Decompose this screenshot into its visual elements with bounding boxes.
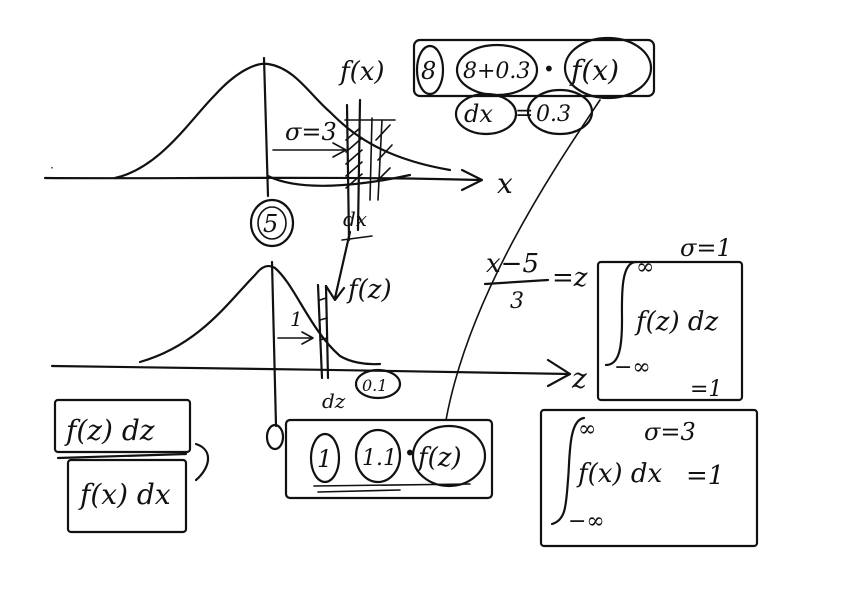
dx-strip bbox=[341, 98, 396, 242]
x-integral-lower: −∞ bbox=[568, 509, 605, 534]
top-to-bottom-connector bbox=[445, 99, 601, 421]
top-calc-dxval: 0.3 bbox=[536, 102, 571, 127]
conv-num: x−5 bbox=[486, 249, 539, 279]
bottom-calc-b: 1.1 bbox=[362, 446, 397, 471]
z-integral-upper: ∞ bbox=[636, 255, 654, 280]
z-sigma: σ=1 bbox=[680, 234, 732, 262]
dx-to-dz-arrow bbox=[324, 230, 352, 302]
bottom-calc-dot: • bbox=[404, 441, 416, 465]
zero-marker bbox=[265, 423, 285, 451]
stray-dot: · bbox=[50, 161, 54, 175]
x-integral-box: ∞ −∞ σ=3 f(x) dx =1 bbox=[539, 408, 759, 548]
fx-top-label: f(x) bbox=[338, 57, 385, 87]
bottom-calc-underline bbox=[313, 483, 471, 493]
dz-value-label: 0.1 bbox=[362, 376, 387, 395]
sigma1-arrow bbox=[277, 331, 314, 345]
mean-5-label: 5 bbox=[263, 210, 278, 238]
x-integrand: f(x) dx bbox=[576, 459, 662, 489]
z-result: =1 bbox=[690, 377, 722, 402]
conversion-formula: x−5 3 =z bbox=[483, 249, 588, 314]
bottom-bell-curve bbox=[138, 264, 382, 366]
bottom-calc-fz: f(z) bbox=[416, 443, 462, 473]
bottom-calc-box: 1 1.1 • f(z) bbox=[284, 418, 494, 500]
top-normal-curve-group: dx f(x) σ=3 x · bbox=[43, 56, 513, 242]
bottom-mean-line bbox=[270, 260, 278, 428]
bottom-z-axis-arrowhead bbox=[546, 358, 572, 388]
z-integral-lower: −∞ bbox=[614, 355, 651, 380]
fraction-numerator: f(z) dz bbox=[64, 414, 155, 447]
top-calc-dx: dx bbox=[464, 100, 493, 128]
x-sigma: σ=3 bbox=[644, 418, 696, 446]
conv-den: 3 bbox=[510, 289, 524, 314]
top-calc-fx: f(x) bbox=[569, 54, 619, 87]
top-x-axis-arrowhead bbox=[460, 168, 484, 192]
top-x-axis bbox=[43, 176, 482, 182]
top-lower-arc bbox=[266, 173, 412, 187]
z-integral-sign bbox=[604, 260, 638, 367]
bottom-z-axis bbox=[50, 364, 572, 376]
sigma3-arrow bbox=[272, 142, 347, 158]
z-axis-label: z bbox=[571, 362, 587, 395]
x-integral-upper: ∞ bbox=[578, 417, 596, 442]
one-mid-label: 1 bbox=[290, 307, 303, 331]
dz-strip bbox=[316, 283, 330, 380]
top-calc-dot: • bbox=[543, 57, 555, 81]
top-calc-b: 8+0.3 bbox=[463, 59, 530, 84]
fz-mid-label: f(z) bbox=[346, 275, 392, 305]
z-integral-box: ∞ −∞ f(z) dz σ=1 =1 bbox=[596, 234, 744, 402]
x-integral-sign bbox=[550, 416, 586, 526]
x-axis-label: x bbox=[497, 167, 513, 200]
top-bell-curve bbox=[113, 62, 452, 180]
sigma3-top-label: σ=3 bbox=[285, 118, 337, 146]
top-mean-line bbox=[262, 56, 270, 198]
fraction-bracket bbox=[194, 442, 210, 482]
fraction-denominator: f(x) dx bbox=[78, 478, 171, 511]
ratio-fraction: f(z) dz f(x) dx bbox=[53, 398, 210, 534]
z-integrand: f(z) dz bbox=[634, 307, 719, 337]
bottom-normal-curve-group: 1 f(z) z dz 0.1 bbox=[50, 230, 587, 451]
mean-5-marker: 5 bbox=[249, 198, 295, 248]
x-result: =1 bbox=[686, 461, 724, 491]
dz-small-label: dz bbox=[322, 389, 346, 413]
bottom-calc-a: 1 bbox=[317, 445, 332, 473]
dz-value-circle bbox=[354, 368, 402, 400]
top-calc-box: 8 8+0.3 • f(x) dx = 0.3 bbox=[412, 36, 656, 136]
conv-eq: =z bbox=[552, 263, 588, 293]
dx-small-label: dx bbox=[343, 207, 367, 231]
top-calc-a: 8 bbox=[421, 57, 436, 85]
